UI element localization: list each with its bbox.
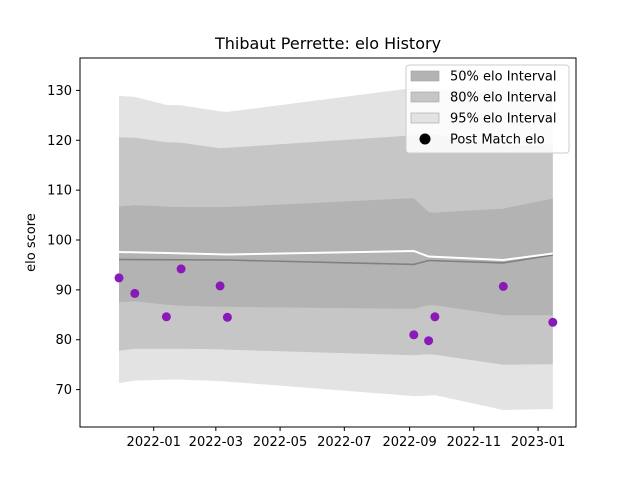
x-tick-label: 2022-05 — [253, 435, 307, 450]
x-tick-label: 2022-03 — [189, 435, 243, 450]
post-match-elo-point — [114, 273, 124, 283]
post-match-elo-point — [409, 330, 419, 340]
y-axis: 70 80 90 100 110 120 130 — [47, 84, 80, 398]
post-match-elo-point — [222, 312, 232, 322]
x-tick-label: 2022-11 — [447, 435, 501, 450]
y-tick-label: 110 — [47, 184, 72, 199]
y-axis-title: elo score — [24, 213, 39, 272]
post-match-elo-point — [498, 281, 508, 291]
legend-entry-50-interval: 50% elo Interval — [450, 70, 557, 85]
median-elo-line — [118, 249, 553, 262]
legend-entry-80-interval: 80% elo Interval — [450, 91, 557, 106]
y-tick-label: 130 — [47, 84, 72, 99]
mean-elo-line — [118, 254, 553, 266]
x-tick-label: 2023-01 — [511, 435, 565, 450]
y-tick-label: 70 — [55, 383, 72, 398]
y-tick-label: 100 — [47, 234, 72, 249]
axes-frame — [79, 57, 577, 428]
x-tick-label: 2022-09 — [382, 435, 436, 450]
legend-marker — [419, 133, 431, 145]
legend-swatch — [410, 112, 440, 124]
y-tick-label: 90 — [55, 283, 72, 298]
post-match-elo-point — [548, 317, 558, 327]
post-match-elo-point — [130, 288, 140, 298]
legend-swatch — [410, 70, 440, 82]
x-tick-label: 2022-01 — [127, 435, 181, 450]
plot-area — [114, 87, 558, 411]
legend-entry-95-interval: 95% elo Interval — [450, 112, 557, 127]
post-match-elo-point — [161, 312, 171, 322]
band-50-interval — [119, 198, 553, 316]
post-match-elo-point — [424, 336, 434, 346]
post-match-elo-point — [176, 264, 186, 274]
legend-swatch — [410, 91, 440, 103]
legend-entry-post-match: Post Match elo — [450, 133, 545, 148]
chart-title: Thibaut Perrette: elo History — [214, 34, 441, 53]
legend-box — [405, 64, 570, 154]
legend: 50% elo Interval 80% elo Interval 95% elo … — [405, 64, 570, 154]
post-match-elo-point — [430, 312, 440, 322]
x-tick-label: 2022-07 — [317, 435, 371, 450]
post-match-elo-point — [215, 281, 225, 291]
y-tick-label: 120 — [47, 134, 72, 149]
y-tick-label: 80 — [55, 333, 72, 348]
x-axis: 2022-01 2022-03 2022-05 2022-07 2022-09 2022-… — [127, 427, 565, 450]
